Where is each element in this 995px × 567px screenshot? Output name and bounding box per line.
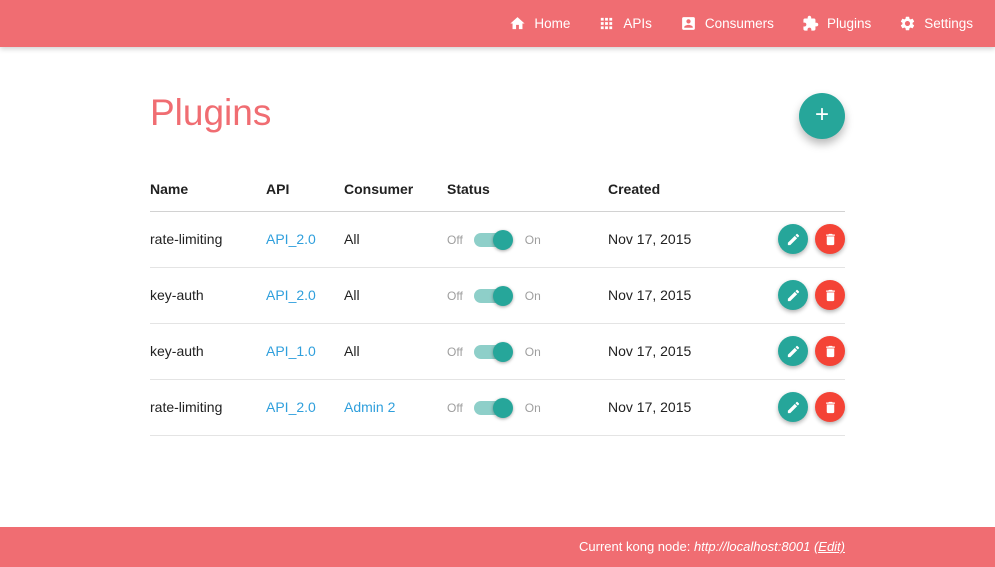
created-date: Nov 17, 2015 <box>608 231 692 248</box>
consumer-cell[interactable]: Admin 2 <box>344 399 396 416</box>
delete-button[interactable] <box>815 280 845 311</box>
edit-button[interactable] <box>778 336 809 367</box>
page-title: Plugins <box>150 92 272 133</box>
api-link[interactable]: API_2.0 <box>266 399 316 416</box>
nav-label-home: Home <box>534 16 571 31</box>
toggle-track[interactable] <box>473 342 513 363</box>
kong-node-status: Current kong node: http://localhost:8001… <box>150 527 845 567</box>
created-date: Nov 17, 2015 <box>608 287 692 304</box>
nav-item-plugins[interactable]: Plugins <box>788 0 885 47</box>
column-header-api: API <box>266 180 344 212</box>
account-box-icon <box>680 15 697 32</box>
footer-bar: Current kong node: http://localhost:8001… <box>0 527 995 567</box>
table-row: rate-limiting API_2.0 All Off On Nov 17,… <box>150 211 845 268</box>
nav-item-home[interactable]: Home <box>495 0 584 47</box>
plugins-table: Name API Consumer Status Created rate-li… <box>150 180 845 436</box>
column-header-created: Created <box>608 180 758 212</box>
plugin-name: key-auth <box>150 287 204 304</box>
edit-node-link[interactable]: (Edit) <box>813 539 845 554</box>
pencil-icon <box>786 400 801 415</box>
edit-button[interactable] <box>778 392 809 423</box>
status-toggle[interactable]: Off On <box>447 398 541 419</box>
toggle-on-label: On <box>524 401 541 416</box>
created-date: Nov 17, 2015 <box>608 343 692 360</box>
nav-item-consumers[interactable]: Consumers <box>666 0 788 47</box>
toggle-off-label: Off <box>447 345 463 360</box>
trash-icon <box>823 400 838 415</box>
api-link[interactable]: API_2.0 <box>266 287 316 304</box>
status-toggle[interactable]: Off On <box>447 286 541 307</box>
toggle-knob[interactable] <box>492 398 513 419</box>
delete-button[interactable] <box>815 392 845 423</box>
consumer-cell: All <box>344 231 360 248</box>
kong-node-url: http://localhost:8001 <box>693 539 811 554</box>
toggle-off-label: Off <box>447 289 463 304</box>
edit-button[interactable] <box>778 280 809 311</box>
plugin-name: rate-limiting <box>150 231 223 248</box>
apps-grid-icon <box>598 15 615 32</box>
toggle-on-label: On <box>524 233 541 248</box>
toggle-off-label: Off <box>447 401 463 416</box>
toggle-track[interactable] <box>473 286 513 307</box>
delete-button[interactable] <box>815 224 845 255</box>
status-toggle[interactable]: Off On <box>447 342 541 363</box>
pencil-icon <box>786 288 801 303</box>
gear-icon <box>899 15 916 32</box>
toggle-off-label: Off <box>447 233 463 248</box>
toggle-on-label: On <box>524 289 541 304</box>
table-row: key-auth API_2.0 All Off On Nov 17, 2015 <box>150 267 845 324</box>
delete-button[interactable] <box>815 336 845 367</box>
edit-button[interactable] <box>778 224 809 255</box>
nav-item-settings[interactable]: Settings <box>885 0 987 47</box>
trash-icon <box>823 232 838 247</box>
table-header-row: Name API Consumer Status Created <box>150 180 845 212</box>
toggle-knob[interactable] <box>492 230 513 251</box>
status-toggle[interactable]: Off On <box>447 230 541 251</box>
pencil-icon <box>786 344 801 359</box>
toggle-knob[interactable] <box>492 342 513 363</box>
column-header-consumer: Consumer <box>344 180 447 212</box>
column-header-status: Status <box>447 180 608 212</box>
trash-icon <box>823 344 838 359</box>
nav-label-plugins: Plugins <box>826 16 872 31</box>
api-link[interactable]: API_2.0 <box>266 231 316 248</box>
toggle-track[interactable] <box>473 398 513 419</box>
trash-icon <box>823 288 838 303</box>
top-navbar: Home APIs Consumers Plugins Settings <box>0 0 995 47</box>
plugin-name: key-auth <box>150 343 204 360</box>
toggle-track[interactable] <box>473 230 513 251</box>
consumer-cell: All <box>344 287 360 304</box>
nav-label-consumers: Consumers <box>704 16 774 31</box>
column-header-name: Name <box>150 180 266 212</box>
nav-label-settings: Settings <box>924 16 973 31</box>
toggle-knob[interactable] <box>492 286 513 307</box>
column-header-actions <box>758 180 845 212</box>
table-row: rate-limiting API_2.0 Admin 2 Off On Nov… <box>150 379 845 436</box>
created-date: Nov 17, 2015 <box>608 399 692 416</box>
add-plugin-button[interactable]: + <box>799 93 845 139</box>
pencil-icon <box>786 232 801 247</box>
nav-item-apis[interactable]: APIs <box>584 0 666 47</box>
puzzle-icon <box>802 15 819 32</box>
nav-label-apis: APIs <box>623 16 652 31</box>
kong-node-label: Current kong node: <box>579 539 691 554</box>
main-content: Plugins + Name API Consumer Status Creat… <box>0 47 995 527</box>
table-row: key-auth API_1.0 All Off On Nov 17, 2015 <box>150 323 845 380</box>
toggle-on-label: On <box>524 345 541 360</box>
table-body: rate-limiting API_2.0 All Off On Nov 17,… <box>150 211 845 436</box>
home-icon <box>509 15 526 32</box>
api-link[interactable]: API_1.0 <box>266 343 316 360</box>
consumer-cell: All <box>344 343 360 360</box>
plugin-name: rate-limiting <box>150 399 223 416</box>
